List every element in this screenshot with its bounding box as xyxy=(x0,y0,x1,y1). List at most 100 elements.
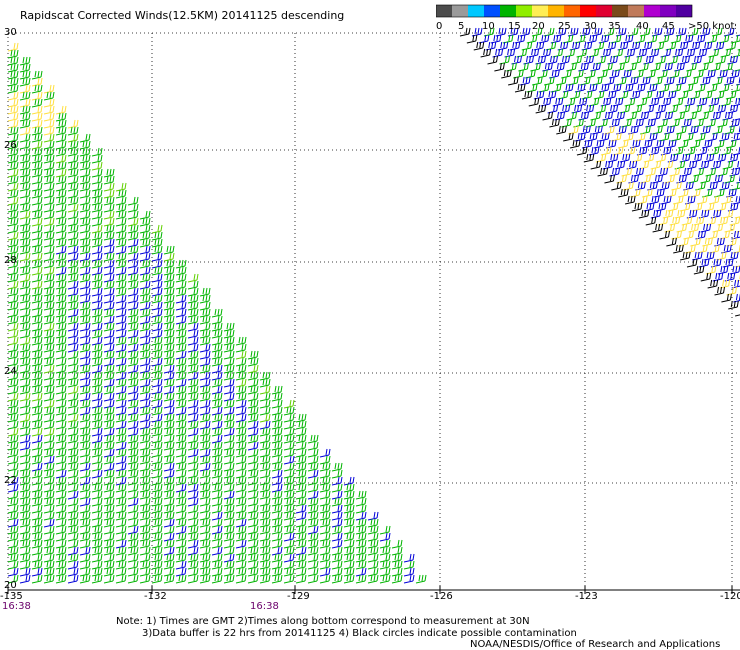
barb-staff xyxy=(67,342,78,346)
barb-flag xyxy=(205,378,208,386)
wind-barb xyxy=(19,140,31,150)
barb-flag xyxy=(133,259,136,267)
barb-flag xyxy=(226,469,229,477)
barb-flag xyxy=(64,455,67,463)
wind-barb xyxy=(103,392,115,402)
barb-flag xyxy=(85,210,88,218)
barb-staff xyxy=(55,321,66,325)
wind-barb xyxy=(307,434,319,444)
barb-staff xyxy=(103,363,114,367)
barb-flag xyxy=(70,420,73,428)
wind-barb xyxy=(31,273,43,283)
barb-flag xyxy=(16,196,19,204)
barb-staff xyxy=(127,489,138,493)
barb-flag xyxy=(181,441,184,449)
barb-flag xyxy=(73,364,76,372)
barb-staff xyxy=(151,307,162,311)
barb-flag xyxy=(145,238,148,246)
barb-staff xyxy=(139,307,150,311)
barb-flag xyxy=(205,399,208,407)
barb-staff xyxy=(79,517,90,521)
wind-barb xyxy=(199,385,211,395)
barb-staff xyxy=(43,482,54,486)
barb-flag xyxy=(22,231,25,239)
barb-flag xyxy=(214,378,217,386)
wind-barb xyxy=(91,224,103,234)
barb-flag xyxy=(181,357,184,365)
barb-flag xyxy=(76,469,79,477)
barb-flag xyxy=(133,371,136,379)
wind-barb xyxy=(283,490,295,500)
barb-staff xyxy=(43,111,54,115)
barb-flag xyxy=(97,490,100,498)
barb-flag xyxy=(148,315,151,323)
wind-barb xyxy=(151,385,163,395)
barb-flag xyxy=(160,308,163,316)
barb-flag xyxy=(184,483,187,491)
barb-staff xyxy=(211,356,222,360)
barb-flag xyxy=(58,259,61,267)
barb-staff xyxy=(235,468,246,472)
barb-flag xyxy=(25,469,28,477)
barb-staff xyxy=(307,503,318,507)
barb-flag xyxy=(61,126,64,134)
barb-flag xyxy=(16,161,19,169)
barb-flag xyxy=(361,497,364,505)
barb-flag xyxy=(166,476,169,484)
barb-flag xyxy=(169,427,172,435)
barb-flag xyxy=(49,504,52,512)
barb-staff xyxy=(7,69,18,73)
barb-staff xyxy=(295,510,306,514)
barb-flag xyxy=(58,301,61,309)
barb-flag xyxy=(109,350,112,358)
barb-flag xyxy=(313,448,316,456)
wind-barb xyxy=(139,420,151,430)
barb-staff xyxy=(43,104,54,108)
barb-flag xyxy=(97,406,100,414)
barb-flag xyxy=(52,161,55,169)
barb-flag xyxy=(124,497,127,505)
barb-staff xyxy=(103,265,114,269)
barb-flag xyxy=(76,217,79,225)
barb-flag xyxy=(25,385,28,393)
barb-staff xyxy=(19,76,30,80)
barb-flag xyxy=(193,413,196,421)
barb-staff xyxy=(223,377,234,381)
barb-flag xyxy=(28,294,31,302)
barb-staff xyxy=(103,517,114,521)
wind-barb xyxy=(7,189,19,199)
wind-barb xyxy=(211,322,223,332)
wind-barb xyxy=(91,294,103,304)
barb-flag xyxy=(169,350,172,358)
wind-barb xyxy=(163,399,175,409)
barb-flag xyxy=(64,196,67,204)
barb-flag xyxy=(16,112,19,120)
barb-staff xyxy=(91,398,102,402)
barb-flag xyxy=(34,497,37,505)
barb-flag xyxy=(157,406,160,414)
barb-staff xyxy=(163,258,174,262)
wind-barb xyxy=(43,511,55,521)
wind-barb xyxy=(31,490,43,500)
barb-flag xyxy=(52,147,55,155)
barb-staff xyxy=(199,517,210,521)
barb-flag xyxy=(277,455,280,463)
wind-barb xyxy=(7,427,19,437)
barb-flag xyxy=(40,84,43,92)
barb-staff xyxy=(79,300,90,304)
wind-barb xyxy=(199,483,211,493)
barb-flag xyxy=(73,245,76,253)
barb-flag xyxy=(172,469,175,477)
barb-staff xyxy=(91,489,102,493)
barb-flag xyxy=(73,217,76,225)
wind-barb xyxy=(7,322,19,332)
wind-barb xyxy=(19,294,31,304)
barb-flag xyxy=(109,378,112,386)
wind-barb xyxy=(55,140,67,150)
barb-flag xyxy=(184,448,187,456)
barb-staff xyxy=(211,475,222,479)
barb-flag xyxy=(118,434,121,442)
wind-barb xyxy=(139,490,151,500)
wind-barb xyxy=(91,511,103,521)
barb-flag xyxy=(46,336,49,344)
